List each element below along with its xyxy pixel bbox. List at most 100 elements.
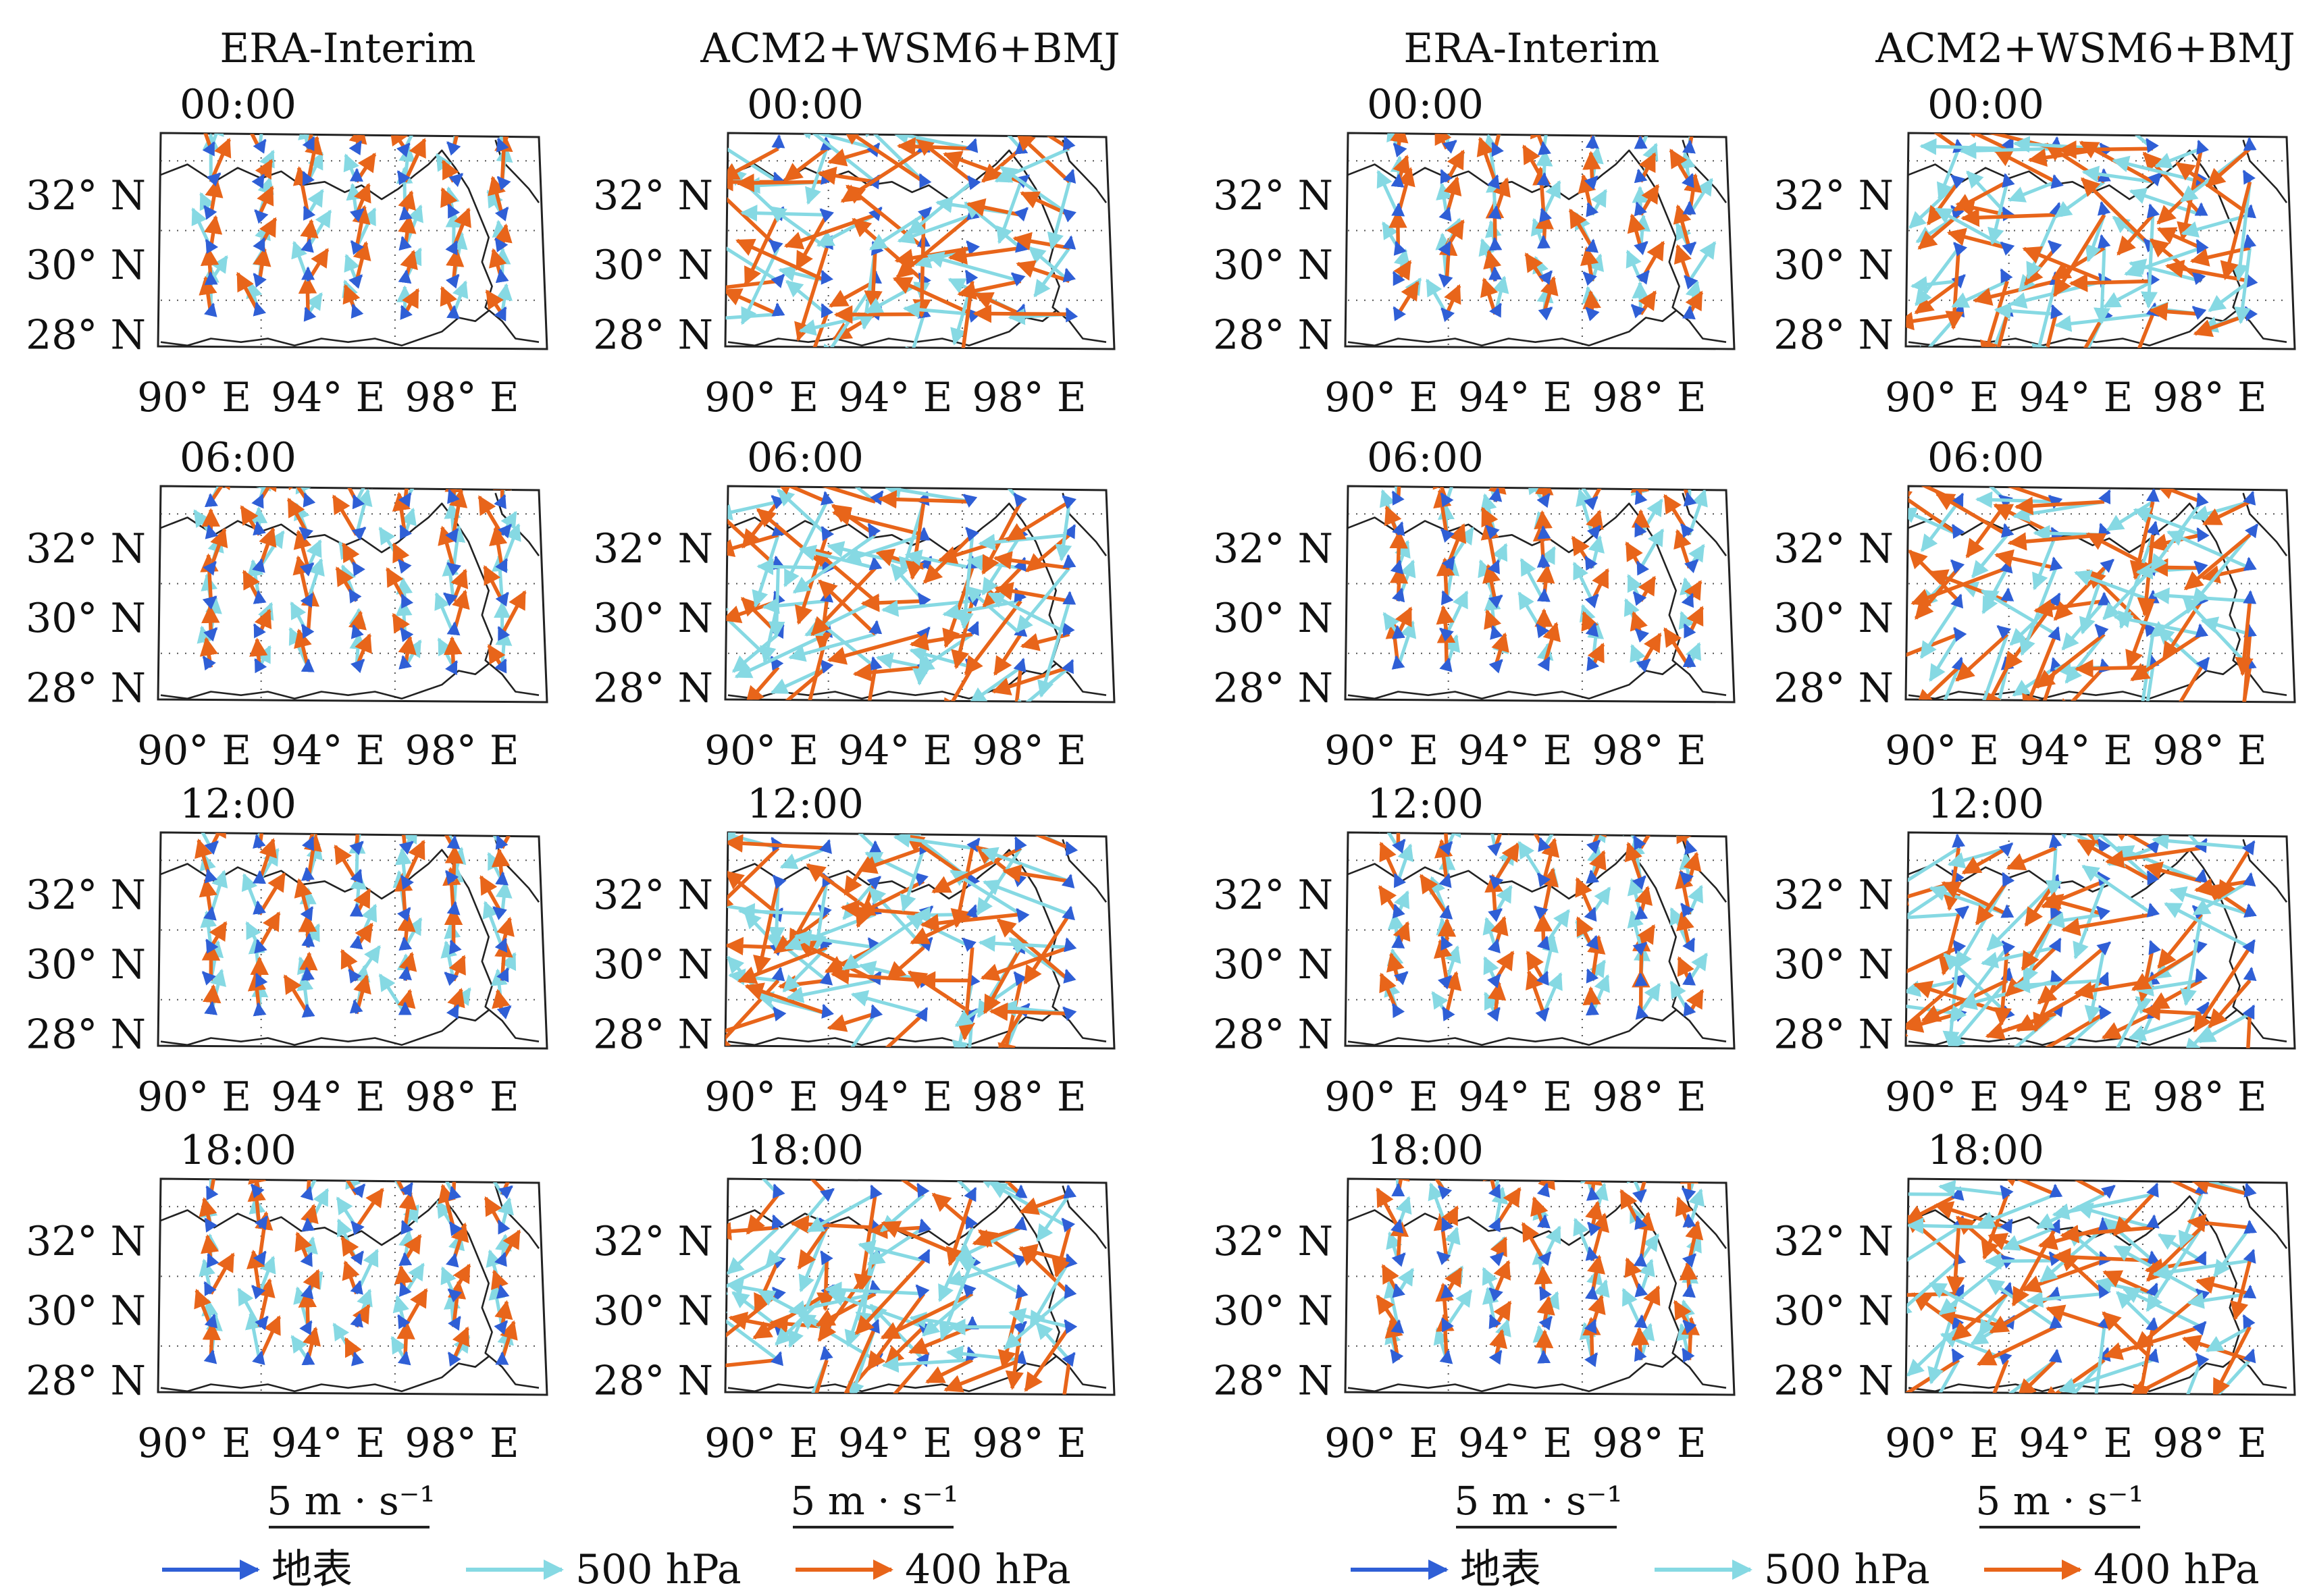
wind-vector-surface xyxy=(447,1288,463,1303)
wind-vector-surface xyxy=(400,304,413,320)
wind-vector-hpa400 xyxy=(438,1183,457,1228)
lon-tick-label: 90° E xyxy=(1324,727,1438,774)
wind-vector-surface xyxy=(400,874,414,890)
lat-tick-label: 30° N xyxy=(1213,941,1333,988)
wind-vector-surface xyxy=(1634,1314,1648,1329)
lon-tick-label: 98° E xyxy=(2152,727,2266,774)
wind-vector-surface xyxy=(915,1284,930,1300)
wind-vector-surface xyxy=(771,1214,785,1229)
lon-tick-label: 94° E xyxy=(271,1420,385,1467)
wind-vector-surface xyxy=(251,494,264,509)
wind-vector-surface xyxy=(1635,1005,1649,1020)
wind-vector-surface xyxy=(1393,306,1407,321)
lat-tick-label: 32° N xyxy=(1773,172,1894,219)
lat-tick-label: 32° N xyxy=(26,1218,146,1265)
wind-vector-surface xyxy=(302,170,315,186)
wind-vector-hpa400 xyxy=(972,304,1070,323)
wind-vector-surface xyxy=(821,1003,835,1019)
wind-vector-surface xyxy=(303,307,317,322)
legend-item-surface: 地表 xyxy=(1351,1546,1541,1593)
map-panel: 00:00 28° N 30° N 32° N 90° E 94° E 98° E xyxy=(593,81,1116,421)
column-title: ERA-Interim xyxy=(1403,25,1659,72)
wind-vector-surface xyxy=(398,841,414,855)
wind-vector-surface xyxy=(204,1217,218,1233)
wind-vector-hpa500 xyxy=(725,1308,779,1362)
wind-vector-hpa400 xyxy=(816,1260,835,1312)
wind-vector-hpa500 xyxy=(996,181,1022,244)
wind-vector-hpa400 xyxy=(997,980,1023,1048)
wind-vector-surface xyxy=(1063,968,1076,984)
time-label: 12:00 xyxy=(1367,780,1484,828)
wind-vector-surface xyxy=(496,1005,512,1019)
lat-tick-label: 30° N xyxy=(26,242,146,289)
wind-vector-surface xyxy=(203,1349,217,1364)
wind-vector-hpa500 xyxy=(821,832,877,849)
wind-vector-surface xyxy=(1537,525,1551,539)
wind-vector-surface xyxy=(1539,207,1553,223)
scale-bar: 5 m · s⁻¹ xyxy=(790,1478,959,1528)
wind-vector-surface xyxy=(820,491,834,506)
time-label: 12:00 xyxy=(180,780,296,828)
wind-vector-hpa400 xyxy=(2149,558,2202,577)
time-label: 12:00 xyxy=(1927,780,2044,828)
lat-tick-label: 32° N xyxy=(1213,872,1333,919)
wind-vector-hpa400 xyxy=(790,1215,876,1234)
wind-vector-surface xyxy=(203,627,218,642)
wind-vector-surface xyxy=(1391,655,1405,670)
time-label: 18:00 xyxy=(180,1127,296,1174)
wind-vector-hpa400 xyxy=(964,600,1022,676)
wind-vector-surface xyxy=(300,1186,313,1201)
wind-vector-hpa500 xyxy=(1047,181,1071,250)
wind-vector-surface xyxy=(399,627,414,643)
border-line xyxy=(160,310,490,347)
wind-vector-surface xyxy=(1586,869,1600,884)
wind-vector-surface xyxy=(870,1004,883,1019)
lon-tick-label: 90° E xyxy=(1885,374,1999,421)
wind-vector-surface xyxy=(350,303,364,319)
lon-tick-label: 90° E xyxy=(1885,1073,1999,1121)
wind-vector-hpa500 xyxy=(907,1179,974,1196)
wind-vector-surface xyxy=(821,302,834,319)
wind-vector-hpa400 xyxy=(860,593,925,612)
wind-vector-surface xyxy=(254,1215,269,1231)
wind-vector-surface xyxy=(350,1279,363,1295)
lon-tick-label: 90° E xyxy=(1324,1073,1438,1121)
time-label: 06:00 xyxy=(180,434,296,481)
wind-vector-surface xyxy=(253,237,266,252)
wind-vector-surface xyxy=(773,1183,785,1199)
border-line xyxy=(727,1356,1057,1393)
time-label: 06:00 xyxy=(1927,434,2044,481)
lat-tick-label: 30° N xyxy=(26,941,146,988)
lat-tick-label: 30° N xyxy=(1213,242,1333,289)
lon-tick-label: 94° E xyxy=(2019,1073,2133,1121)
wind-vector-hpa500 xyxy=(737,903,827,920)
lon-tick-label: 90° E xyxy=(137,1073,251,1121)
wind-vector-surface xyxy=(1585,238,1599,253)
wind-vector-hpa500 xyxy=(825,1281,925,1299)
lon-tick-label: 98° E xyxy=(972,1073,1086,1121)
wind-vector-surface xyxy=(820,1346,833,1360)
legend-item-surface: 地表 xyxy=(162,1546,353,1593)
wind-vector-surface xyxy=(446,562,462,577)
lat-tick-label: 32° N xyxy=(593,525,713,573)
wind-vector-surface xyxy=(351,1183,366,1198)
wind-vector-surface xyxy=(1062,495,1077,510)
lon-tick-label: 90° E xyxy=(704,727,818,774)
wind-vector-hpa400 xyxy=(980,945,1070,982)
wind-vector-hpa400 xyxy=(957,279,1022,300)
wind-vector-surface xyxy=(1538,270,1553,286)
wind-vector-hpa400 xyxy=(797,1226,829,1270)
wind-vector-surface xyxy=(1634,201,1647,217)
wind-vector-surface xyxy=(203,906,217,921)
wind-vector-surface xyxy=(1440,307,1455,323)
wind-vector-surface xyxy=(446,901,461,915)
wind-vector-hpa400 xyxy=(870,1358,925,1395)
wind-vector-surface xyxy=(446,835,461,849)
wind-vector-surface xyxy=(918,1218,932,1233)
wind-vector-surface xyxy=(1442,139,1457,154)
wind-vector-hpa400 xyxy=(827,1011,876,1032)
wind-vector-surface xyxy=(350,1312,363,1328)
wind-vector-hpa500 xyxy=(1036,1193,1071,1242)
wind-vector-hpa400 xyxy=(950,847,974,928)
wind-vector-hpa400 xyxy=(444,845,464,882)
